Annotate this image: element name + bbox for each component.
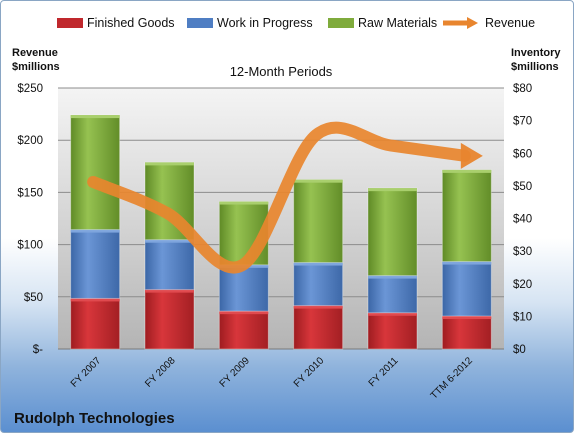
bar-work-in-progress-cap bbox=[368, 275, 417, 279]
left-tick-label: $100 bbox=[17, 240, 43, 252]
chart-title: Rudolph Technologies bbox=[14, 410, 175, 427]
bar-raw-materials bbox=[441, 169, 492, 263]
bar-finished-goods-cap bbox=[442, 316, 492, 320]
legend-label-finished-goods: Finished Goods bbox=[87, 16, 175, 30]
right-tick-label: $50 bbox=[513, 181, 532, 193]
left-tick-label: $250 bbox=[17, 83, 43, 95]
right-tick-label: $80 bbox=[513, 83, 532, 95]
right-tick-label: $0 bbox=[513, 344, 526, 356]
bar-finished-goods bbox=[293, 305, 344, 350]
legend-arrow-revenue bbox=[467, 17, 478, 29]
bar-work-in-progress-cap bbox=[70, 229, 120, 233]
right-tick-label: $10 bbox=[513, 311, 532, 323]
bar-raw-materials bbox=[367, 187, 418, 277]
bar-raw-materials-cap bbox=[293, 179, 343, 183]
category-label: FY 2007 bbox=[69, 355, 104, 390]
right-axis-title-line1: Inventory bbox=[511, 47, 561, 59]
category-label: FY 2008 bbox=[143, 355, 178, 390]
bar-raw-materials-cap bbox=[442, 169, 492, 173]
bar-work-in-progress bbox=[144, 239, 195, 291]
bar-finished-goods bbox=[70, 297, 121, 350]
bar-work-in-progress bbox=[293, 262, 344, 307]
right-tick-label: $70 bbox=[513, 116, 532, 128]
bar-work-in-progress bbox=[367, 275, 418, 314]
right-tick-label: $20 bbox=[513, 279, 532, 291]
legend: Finished Goods Work in Progress Raw Mate… bbox=[57, 16, 535, 30]
left-tick-label: $200 bbox=[17, 135, 43, 147]
legend-swatch-raw-materials bbox=[328, 18, 354, 28]
revenue-line-path bbox=[87, 121, 471, 274]
bar-work-in-progress-cap bbox=[293, 262, 343, 266]
category-label: FY 2011 bbox=[367, 355, 401, 389]
revenue-arrowhead bbox=[460, 142, 483, 169]
category-labels: FY 2007 FY 2008 FY 2009 FY 2010 FY 2011 TTM 6… bbox=[69, 355, 475, 402]
right-tick-label: $40 bbox=[513, 214, 532, 226]
bar-work-in-progress-cap bbox=[145, 239, 194, 243]
bar-raw-materials-cap bbox=[70, 115, 120, 119]
bar-work-in-progress bbox=[441, 261, 492, 317]
right-axis-ticks: $0 $10 $20 $30 $40 $50 $60 $70 $80 bbox=[513, 83, 532, 356]
bar-finished-goods-cap bbox=[145, 289, 194, 293]
bar-finished-goods bbox=[441, 315, 492, 350]
legend-label-raw-materials: Raw Materials bbox=[358, 16, 437, 30]
bar-finished-goods bbox=[218, 310, 269, 350]
right-tick-label: $30 bbox=[513, 246, 532, 258]
left-axis-ticks: $- $50 $100 $150 $200 $250 bbox=[17, 83, 43, 356]
bar-raw-materials bbox=[293, 179, 344, 264]
plot-area bbox=[58, 88, 504, 349]
chart-subtitle: 12-Month Periods bbox=[230, 64, 333, 79]
bar-finished-goods-cap bbox=[293, 305, 343, 309]
left-tick-label: $- bbox=[33, 344, 43, 356]
bar-finished-goods-cap bbox=[219, 311, 269, 315]
bar-raw-materials-cap bbox=[368, 188, 417, 192]
bar-finished-goods bbox=[367, 312, 418, 350]
bar-work-in-progress-cap bbox=[442, 261, 492, 265]
right-tick-label: $60 bbox=[513, 148, 532, 160]
bar-raw-materials-cap bbox=[219, 201, 269, 205]
right-axis-title-line2: $millions bbox=[511, 61, 559, 73]
left-tick-label: $50 bbox=[24, 292, 43, 304]
legend-label-revenue: Revenue bbox=[485, 16, 535, 30]
legend-label-work-in-progress: Work in Progress bbox=[217, 16, 313, 30]
bar-raw-materials-cap bbox=[145, 162, 194, 166]
category-label: FY 2009 bbox=[218, 355, 253, 390]
left-tick-label: $150 bbox=[17, 187, 43, 199]
bar-finished-goods-cap bbox=[70, 298, 120, 302]
bar-raw-materials bbox=[70, 114, 121, 231]
left-axis-title-line2: $millions bbox=[12, 61, 60, 73]
left-axis-title-line1: Revenue bbox=[12, 47, 58, 59]
bar-finished-goods-cap bbox=[368, 312, 417, 316]
legend-swatch-finished-goods bbox=[57, 18, 83, 28]
revenue-line bbox=[87, 121, 483, 274]
bar-work-in-progress bbox=[70, 229, 121, 299]
legend-swatch-work-in-progress bbox=[187, 18, 213, 28]
category-label: TTM 6-2012 bbox=[429, 355, 476, 402]
category-label: FY 2010 bbox=[292, 355, 327, 390]
bar-finished-goods bbox=[144, 289, 195, 350]
